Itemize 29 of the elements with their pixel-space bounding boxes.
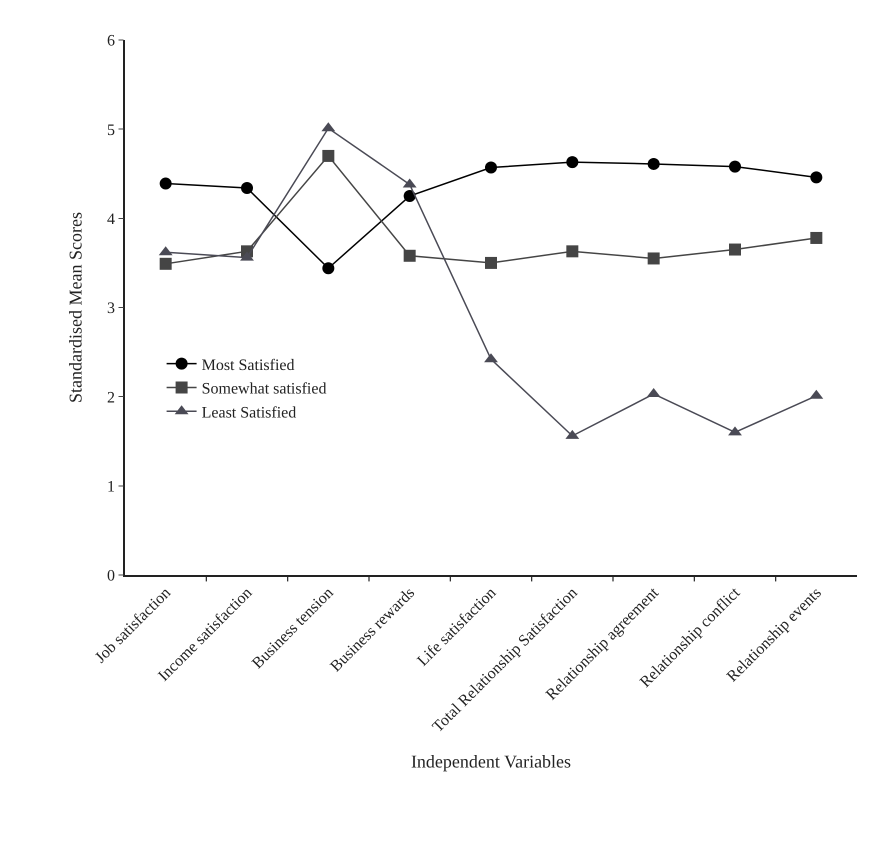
point (566, 245, 578, 258)
legend-label: Somewhat satisfied (202, 380, 326, 398)
legend-label: Most Satisfied (202, 356, 294, 374)
point (729, 244, 741, 256)
y-tick-label: 6 (107, 32, 116, 50)
x-axis-title: Independent Variables (410, 751, 572, 772)
legend-label: Least Satisfied (202, 404, 296, 422)
point (160, 178, 172, 190)
y-tick-label: 2 (107, 389, 116, 406)
y-tick-label: 1 (107, 478, 116, 496)
point (322, 150, 334, 162)
point (322, 262, 334, 274)
y-tick-label: 4 (107, 210, 116, 228)
point (404, 190, 416, 202)
point (160, 258, 172, 270)
point (485, 256, 497, 269)
point (810, 171, 822, 184)
y-axis-title: Standardised Mean Scores (66, 212, 86, 403)
y-tick-label: 5 (107, 122, 116, 139)
point (404, 250, 416, 262)
y-tick-label: 0 (107, 568, 116, 585)
point (241, 182, 253, 194)
point (810, 232, 822, 244)
point (566, 156, 578, 168)
point (648, 158, 660, 170)
point (729, 160, 741, 173)
y-tick-label: 3 (107, 300, 116, 318)
point (485, 162, 497, 174)
point (648, 252, 660, 264)
